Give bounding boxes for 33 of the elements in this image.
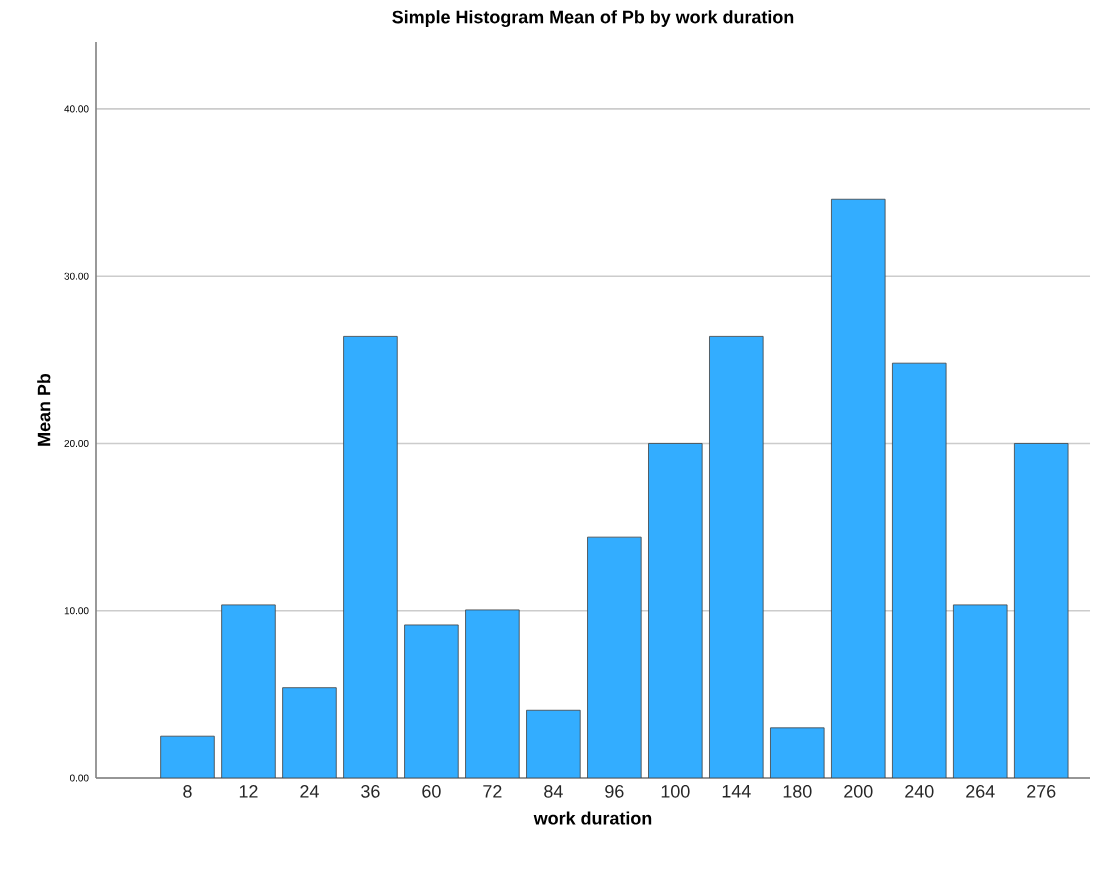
bar [831, 198, 886, 778]
x-tick-label: 276 [1027, 785, 1056, 798]
bar [1014, 443, 1069, 778]
bar [892, 362, 947, 778]
x-tick-label: 264 [966, 785, 995, 798]
x-tick-label: 8 [183, 785, 192, 798]
bar [953, 604, 1008, 778]
x-tick-label: 100 [661, 785, 690, 798]
y-axis-title: Mean Pb [37, 373, 51, 446]
bar [160, 735, 215, 778]
bar [221, 604, 276, 778]
x-tick-label: 12 [239, 785, 258, 798]
x-tick-label: 200 [844, 785, 873, 798]
x-tick-label: 240 [905, 785, 934, 798]
bar [648, 443, 703, 778]
bar [709, 336, 764, 778]
bar [587, 536, 642, 778]
x-tick-label: 180 [783, 785, 812, 798]
x-tick-label: 60 [422, 785, 441, 798]
x-tick-label: 72 [483, 785, 502, 798]
x-tick-label: 84 [544, 785, 563, 798]
bar [282, 687, 337, 778]
x-tick-label: 96 [605, 785, 624, 798]
chart-title: Simple Histogram Mean of Pb by work duration [392, 10, 794, 28]
bar [526, 709, 581, 778]
bar [770, 727, 825, 778]
x-axis-title: work duration [533, 811, 652, 825]
x-tick-label: 144 [722, 785, 751, 798]
bar [404, 624, 459, 778]
x-tick-label: 36 [361, 785, 380, 798]
bar [465, 609, 520, 778]
x-tick-label: 24 [300, 785, 319, 798]
bar [343, 336, 398, 778]
